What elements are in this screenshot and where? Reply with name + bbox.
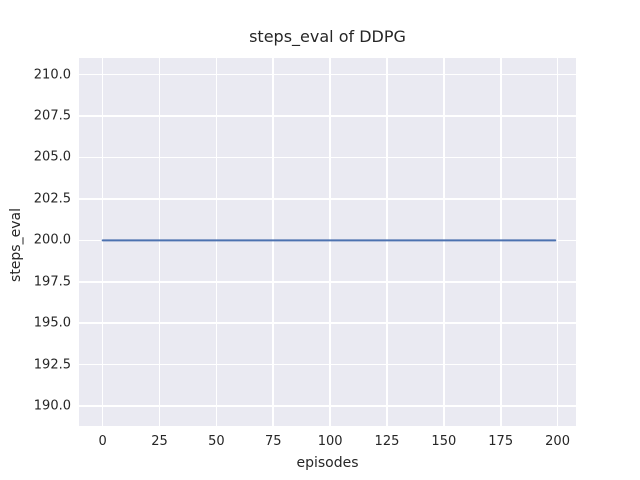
x-tick-label: 150	[431, 434, 457, 449]
x-gridline	[499, 58, 502, 426]
x-gridline	[329, 58, 331, 426]
x-gridline	[215, 58, 218, 426]
x-tick-label: 200	[545, 434, 570, 449]
y-tick-label: 205.0	[33, 149, 71, 165]
y-gridline	[79, 115, 576, 117]
y-tick-label: 190.0	[33, 398, 71, 414]
y-tick-label: 210.0	[33, 67, 71, 83]
plot-area	[79, 58, 576, 426]
y-tick-label: 195.0	[33, 315, 71, 331]
x-tick-label: 125	[374, 434, 400, 449]
y-tick-label: 192.5	[33, 357, 71, 373]
x-gridline	[272, 58, 275, 426]
x-gridline	[386, 58, 388, 426]
x-tick-label: 75	[264, 434, 282, 449]
y-tick-label: 200.0	[33, 232, 71, 248]
y-gridline	[79, 405, 576, 407]
x-gridline	[556, 58, 559, 426]
x-tick-label: 25	[151, 434, 168, 449]
y-gridline	[79, 363, 576, 366]
x-tick-label: 0	[98, 434, 107, 449]
x-gridline	[443, 58, 445, 426]
x-tick-label: 175	[488, 434, 514, 449]
y-tick-label: 202.5	[33, 191, 71, 207]
y-gridline	[79, 156, 576, 159]
x-gridline	[158, 58, 161, 426]
series-line-ddpg	[101, 239, 557, 242]
y-gridline	[79, 198, 576, 200]
chart-title: steps_eval of DDPG	[249, 27, 406, 46]
x-tick-label: 50	[208, 434, 225, 449]
y-gridline	[79, 280, 576, 283]
y-tick-label: 207.5	[33, 108, 71, 124]
y-gridline	[79, 322, 576, 325]
x-gridline	[101, 58, 104, 426]
x-axis-label: episodes	[296, 455, 359, 471]
y-gridline	[79, 73, 576, 76]
y-tick-label: 197.5	[33, 274, 71, 290]
x-tick-label: 100	[317, 434, 343, 449]
